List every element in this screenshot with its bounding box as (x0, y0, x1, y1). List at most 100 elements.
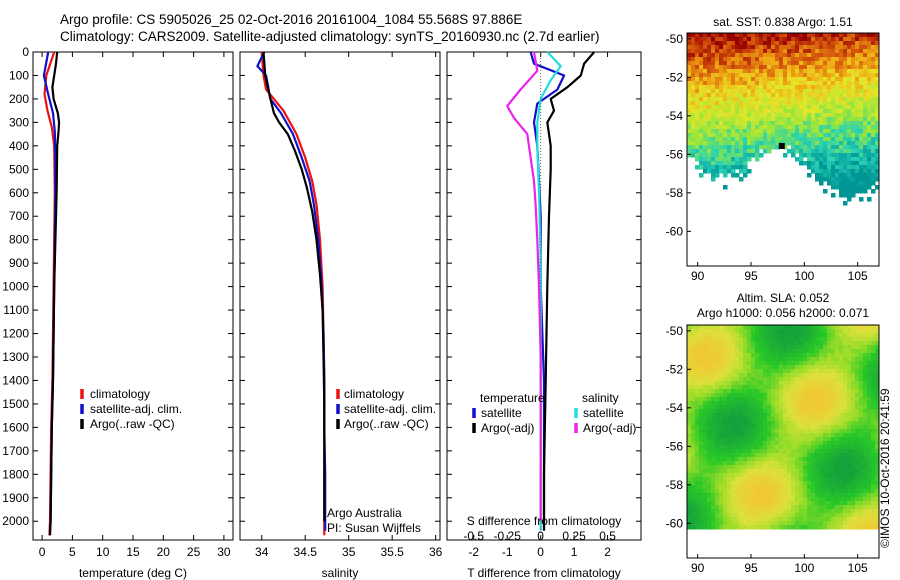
y-tick-label: 800 (9, 233, 29, 247)
y-tick-label: 600 (9, 186, 29, 200)
x2-tick-label: 0 (537, 529, 544, 543)
map-y-tick-label: -58 (666, 186, 684, 200)
y-tick-label: 500 (9, 162, 29, 176)
legend-entry: climatology (344, 387, 404, 401)
plot-frame-difference (446, 51, 642, 541)
x-axis-label-salinity: salinity (322, 566, 359, 580)
y-tick-label: 2000 (2, 514, 29, 528)
x-tick-label: 1 (571, 545, 578, 559)
series-line-temperature-2 (48, 51, 61, 536)
x2-tick-label: 0.25 (562, 529, 586, 543)
map-y-tick-label: -54 (666, 109, 684, 123)
x-tick-label: 2 (604, 545, 611, 559)
y-tick-label: 300 (9, 115, 29, 129)
x-axis-label-difference: T difference from climatology (467, 566, 621, 580)
map-y-tick-label: -56 (666, 439, 684, 453)
plot-frame-salinity (239, 51, 441, 541)
map-x-tick-label: 105 (848, 561, 868, 575)
x2-tick-label: -0.5 (463, 529, 484, 543)
map-x-tick-label: 100 (794, 269, 814, 283)
sla-map-title-line2: Argo h1000: 0.056 h2000: 0.071 (697, 306, 869, 320)
x-axis-label-temperature: temperature (deg C) (79, 566, 187, 580)
x-tick-label: 34.5 (294, 545, 318, 559)
map-y-tick-label: -60 (666, 224, 684, 238)
map-x-tick-label: 100 (794, 561, 814, 575)
x-tick-label: -1 (502, 545, 513, 559)
legend-entry: Argo(-adj) (583, 421, 636, 435)
x2-axis-label: S difference from climatology (467, 514, 622, 528)
y-tick-label: 400 (9, 139, 29, 153)
y-tick-label: 1300 (2, 350, 29, 364)
x2-tick-label: 0.5 (599, 529, 616, 543)
series-line-difference-1 (542, 51, 596, 531)
x-tick-label: 0 (39, 545, 46, 559)
x-tick-label: 34 (255, 545, 269, 559)
copyright-watermark: ©IMOS 10-Oct-2016 20:41:59 (878, 388, 892, 548)
y-tick-label: 1600 (2, 420, 29, 434)
plot-frame-temperature (32, 51, 234, 541)
y-tick-label: 1800 (2, 467, 29, 481)
argo-position-marker (778, 142, 785, 149)
legend-entry: Argo(..raw -QC) (344, 417, 429, 431)
map-y-tick-label: -56 (666, 147, 684, 161)
series-line-difference-0 (529, 51, 566, 531)
x-tick-label: 0 (537, 545, 544, 559)
y-tick-label: 1200 (2, 327, 29, 341)
sst-map-title: sat. SST: 0.838 Argo: 1.51 (713, 15, 853, 29)
legend-entry: Argo(-adj) (481, 421, 534, 435)
x-tick-label: 10 (96, 545, 110, 559)
map-y-tick-label: -50 (666, 32, 684, 46)
sla-heatmap-cells (687, 325, 880, 530)
y-tick-label: 900 (9, 256, 29, 270)
x-tick-label: 30 (217, 545, 231, 559)
map-frame-sla_map (686, 324, 880, 559)
legend-header: temperature (480, 391, 545, 405)
y-tick-label: 200 (9, 92, 29, 106)
legend-entry: satellite-adj. clim. (90, 402, 182, 416)
map-y-tick-label: -50 (666, 324, 684, 338)
x-tick-label: 35.5 (380, 545, 404, 559)
sst-heatmap-cells (687, 33, 880, 206)
y-tick-label: 1900 (2, 491, 29, 505)
legend-entry: satellite-adj. clim. (344, 402, 436, 416)
map-x-tick-label: 95 (744, 269, 758, 283)
y-tick-label: 100 (9, 68, 29, 82)
map-y-tick-label: -52 (666, 70, 684, 84)
y-tick-label: 700 (9, 209, 29, 223)
credit-annotation: PI: Susan Wijffels (327, 521, 421, 535)
map-y-tick-label: -52 (666, 362, 684, 376)
map-y-tick-label: -54 (666, 401, 684, 415)
series-line-difference-3 (506, 51, 542, 522)
series-line-salinity-2 (262, 51, 326, 522)
map-x-tick-label: 90 (691, 561, 705, 575)
map-y-tick-label: -58 (666, 478, 684, 492)
x2-tick-label: -0.25 (494, 529, 522, 543)
y-tick-label: 1700 (2, 444, 29, 458)
map-x-tick-label: 105 (848, 269, 868, 283)
figure-title-line1: Argo profile: CS 5905026_25 02-Oct-2016 … (60, 12, 523, 27)
x-tick-label: 25 (187, 545, 201, 559)
map-frame-sst_map (686, 32, 880, 267)
sla-map-title-line1: Altim. SLA: 0.052 (737, 291, 830, 305)
y-tick-label: 1400 (2, 373, 29, 387)
x-tick-label: -2 (468, 545, 479, 559)
series-line-salinity-0 (260, 51, 326, 536)
legend-header: salinity (582, 391, 619, 405)
credit-annotation: Argo Australia (327, 506, 402, 520)
map-x-tick-label: 90 (691, 269, 705, 283)
legend-entry: satellite (481, 406, 522, 420)
map-y-tick-label: -60 (666, 516, 684, 530)
y-tick-label: 1500 (2, 397, 29, 411)
figure-title-line2: Climatology: CARS2009. Satellite-adjuste… (60, 29, 600, 44)
y-tick-label: 1100 (3, 303, 29, 317)
y-tick-label: 0 (22, 45, 29, 59)
x-tick-label: 20 (157, 545, 171, 559)
y-tick-label: 1000 (2, 280, 29, 294)
legend-entry: climatology (90, 387, 150, 401)
x-tick-label: 36 (429, 545, 443, 559)
legend-entry: satellite (583, 406, 624, 420)
legend-entry: Argo(..raw -QC) (90, 417, 175, 431)
x-tick-label: 5 (69, 545, 76, 559)
